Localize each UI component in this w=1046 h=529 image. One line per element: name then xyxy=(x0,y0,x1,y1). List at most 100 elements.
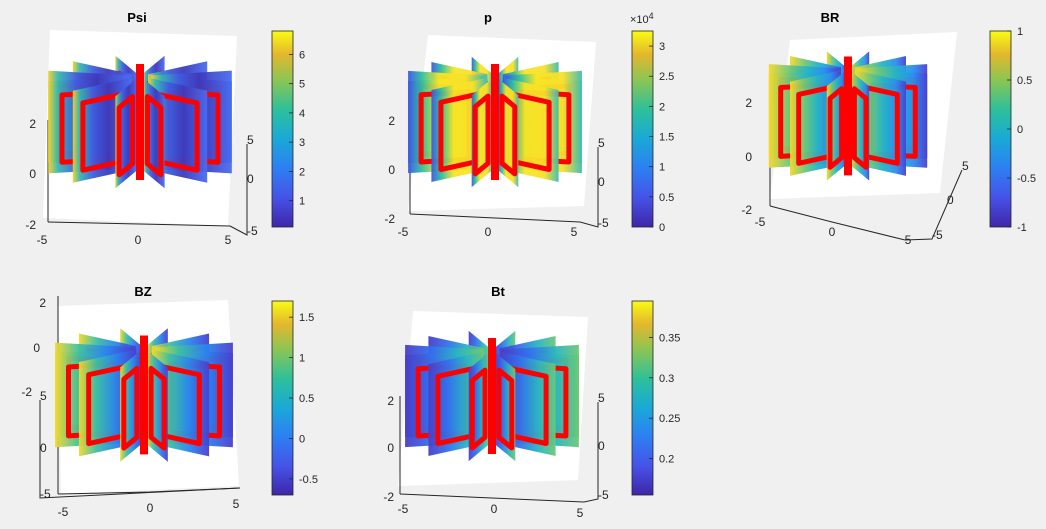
y-tick-label: -5 xyxy=(247,224,258,238)
y-tick-label: 5 xyxy=(40,389,47,403)
subplot-title: BZ xyxy=(134,284,151,299)
colorbar-tick-label: 0.5 xyxy=(659,192,674,204)
x-tick-label: 0 xyxy=(485,225,492,239)
colorbar-tick-label: 0.35 xyxy=(659,332,680,344)
z-tick-label: -2 xyxy=(383,490,394,504)
x-tick-label: 5 xyxy=(233,497,240,511)
boundary-ring xyxy=(469,367,488,451)
colorbar-tick-label: -1 xyxy=(1017,222,1027,234)
boundary-ring xyxy=(499,93,518,177)
z-tick-label: 2 xyxy=(388,114,395,128)
boundary-ring xyxy=(496,367,515,451)
colorbar-tick-label: 0.5 xyxy=(299,393,314,405)
colorbar xyxy=(271,30,294,228)
z-tick-label: -2 xyxy=(25,218,36,232)
colorbar-tick-label: 2.5 xyxy=(659,71,674,83)
x-tick-label: 5 xyxy=(225,233,232,247)
z-tick-label: 0 xyxy=(388,163,395,177)
subplot-title: Psi xyxy=(127,10,147,25)
x-tick-label: 0 xyxy=(491,502,498,516)
central-boundary xyxy=(491,64,499,180)
y-tick-label: 0 xyxy=(947,193,954,207)
colorbar-tick-label: 1.5 xyxy=(299,312,314,324)
subplot-bt: Bt -2 0 2 -5 0 5 -5 0 5 0.2 0.25 0.3 0.35 xyxy=(383,284,680,520)
z-tick-label: 0 xyxy=(33,341,40,355)
y-tick-label: 5 xyxy=(598,391,605,405)
subplot-title: p xyxy=(484,10,492,25)
z-tick-label: -2 xyxy=(21,385,32,399)
central-boundary xyxy=(136,64,144,180)
z-tick-label: 2 xyxy=(29,117,36,131)
subplot-psi: Psi -2 0 2 -5 0 5 -5 0 5 1 2 3 4 5 6 xyxy=(25,10,305,247)
boundary-ring xyxy=(144,94,164,178)
x-tick-label: -5 xyxy=(37,233,48,247)
y-tick-label: 5 xyxy=(598,136,605,150)
x-tick-label: 5 xyxy=(905,233,912,247)
z-tick-label: 0 xyxy=(29,167,36,181)
colorbar-tick-label: -0.5 xyxy=(299,474,318,486)
y-tick-label: 0 xyxy=(40,441,47,455)
x-tick-label: 0 xyxy=(829,225,836,239)
z-tick-label: 0 xyxy=(745,150,752,164)
colorbar-exponent: ×104 xyxy=(630,11,654,26)
y-tick-label: -5 xyxy=(932,228,943,242)
y-tick-label: 0 xyxy=(598,439,605,453)
y-tick-label: -5 xyxy=(40,487,51,501)
x-tick-label: 5 xyxy=(571,225,578,239)
colorbar-tick-label: 1 xyxy=(659,162,665,174)
y-tick-label: -5 xyxy=(598,488,609,502)
subplot-title: BR xyxy=(821,10,840,25)
x-tick-label: -5 xyxy=(398,502,409,516)
central-boundary xyxy=(488,338,496,454)
y-tick-label: 5 xyxy=(962,159,969,173)
colorbar-tick-label: 0.3 xyxy=(659,373,674,385)
z-tick-label: -2 xyxy=(741,203,752,217)
boundary-ring xyxy=(148,365,167,451)
x-axis-line xyxy=(47,221,231,227)
colorbar xyxy=(631,300,654,496)
colorbar-tick-label: 0 xyxy=(299,433,305,445)
boundary-ring xyxy=(827,86,845,170)
x-tick-label: -5 xyxy=(398,225,409,239)
z-tick-label: 2 xyxy=(387,394,394,408)
y-tick-label: 0 xyxy=(247,172,254,186)
colorbar-tick-label: 0.25 xyxy=(659,413,680,425)
boundary-ring xyxy=(851,86,869,170)
colorbar-tick-label: 1 xyxy=(299,353,305,365)
central-boundary xyxy=(140,335,148,455)
y-tick-label: 5 xyxy=(247,133,254,147)
y-tick-label: 0 xyxy=(598,175,605,189)
boundary-ring xyxy=(472,93,491,177)
y-axis-line xyxy=(229,144,248,236)
colorbar-tick-label: 0 xyxy=(1017,124,1023,136)
z-tick-label: -2 xyxy=(384,212,395,226)
y-axis-line xyxy=(39,400,241,499)
y-axis-line xyxy=(579,147,599,228)
x-tick-label: 0 xyxy=(147,501,154,515)
colorbar-tick-label: 6 xyxy=(299,49,305,61)
colorbar-tick-label: 3 xyxy=(659,41,665,53)
colorbar-tick-label: 1 xyxy=(299,196,305,208)
x-tick-label: 0 xyxy=(135,233,142,247)
x-tick-label: -5 xyxy=(58,505,69,519)
colorbar xyxy=(631,30,654,228)
y-axis-line xyxy=(583,402,599,503)
z-tick-label: 0 xyxy=(387,441,394,455)
x-axis-line xyxy=(769,205,906,241)
boundary-ring xyxy=(116,94,136,178)
y-tick-label: -5 xyxy=(598,216,609,230)
subplot-title: Bt xyxy=(491,284,505,299)
central-boundary xyxy=(844,56,852,176)
z-tick-label: 2 xyxy=(39,296,46,310)
colorbar-tick-label: 1 xyxy=(1017,26,1023,38)
colorbar-tick-label: 4 xyxy=(299,108,305,120)
colorbar-tick-label: 3 xyxy=(299,137,305,149)
z-tick-label: 2 xyxy=(745,96,752,110)
colorbar-tick-label: 2 xyxy=(299,166,305,178)
y-axis-line xyxy=(904,169,963,241)
x-tick-label: -5 xyxy=(755,215,766,229)
colorbar-tick-label: 0.2 xyxy=(659,454,674,466)
colorbar-tick-label: 0 xyxy=(659,222,665,234)
subplot-br: BR -2 0 2 -5 0 5 -5 0 5 -1 -0.5 0 0.5 1 xyxy=(741,10,1036,247)
